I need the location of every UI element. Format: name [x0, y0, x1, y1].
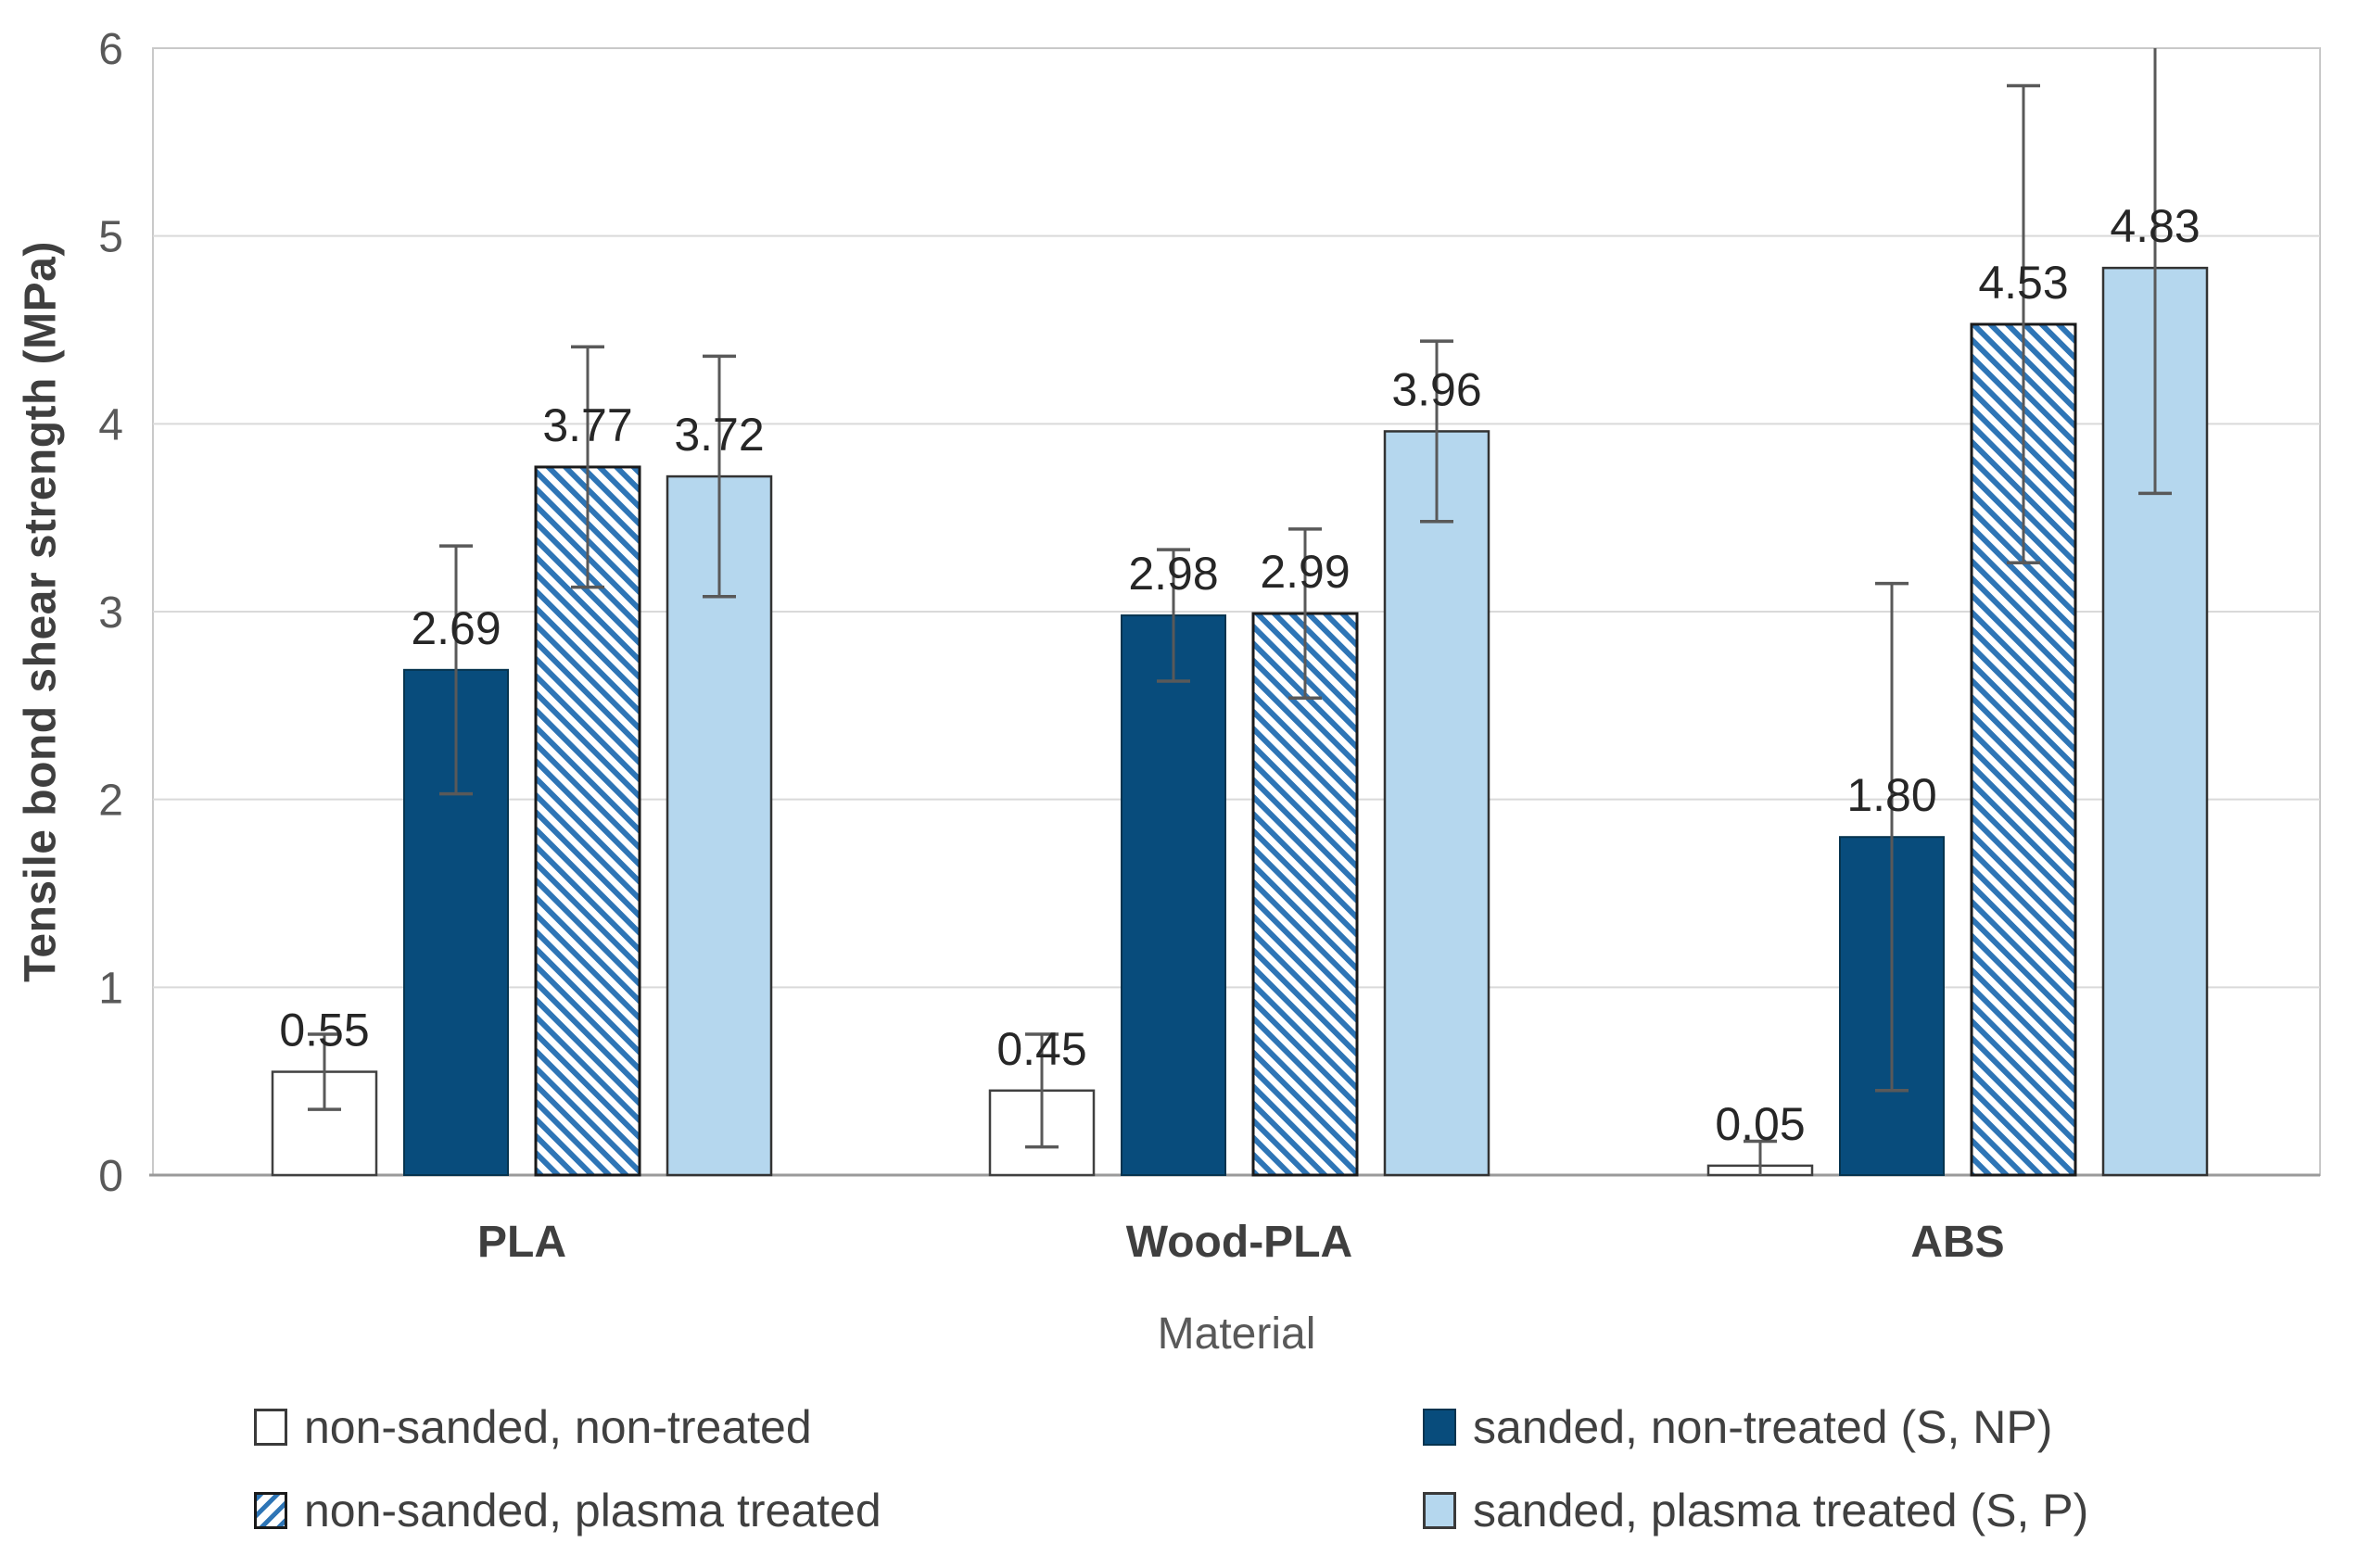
y-axis-title: Tensile bond shear strength (MPa) — [16, 241, 66, 982]
value-label-ABS-s3: 4.83 — [2110, 200, 2200, 252]
category-label-ABS: ABS — [1910, 1218, 2004, 1267]
bar-PLA-s2 — [534, 465, 641, 1177]
value-label-ABS-s0: 0.05 — [1715, 1098, 1805, 1150]
legend-item-non-sanded-non-treated: non-sanded, non-treated — [254, 1401, 812, 1453]
legend-swatch-navy — [1423, 1409, 1456, 1446]
category-label-PLA: PLA — [477, 1218, 566, 1267]
data-labels: 0.55 2.69 3.77 3.72 0.45 2.98 2.99 3.96 0.05 1.80… — [279, 200, 2200, 1150]
y-tick-label-2: 2 — [98, 777, 123, 826]
bar-Wood-PLA-s1 — [1121, 614, 1226, 1176]
y-tick-label-3: 3 — [98, 588, 123, 638]
error-bar-PLA-s0 — [308, 1032, 341, 1111]
error-bar-ABS-s1 — [1875, 581, 1909, 1093]
error-bar-Wood-PLA-s2 — [1288, 527, 1322, 700]
legend-swatch-light — [1423, 1492, 1456, 1529]
legend-label: non-sanded, plasma treated — [304, 1485, 881, 1536]
legend-item-sanded-non-treated: sanded, non-treated (S, NP) — [1423, 1401, 2052, 1453]
error-bar-PLA-s1 — [439, 544, 473, 796]
bar-Wood-PLA-s2 — [1251, 612, 1359, 1177]
error-bar-PLA-s2 — [571, 345, 604, 589]
value-label-PLA-s0: 0.55 — [279, 1005, 369, 1056]
error-bar-Wood-PLA-s0 — [1025, 1032, 1059, 1149]
error-bar-ABS-s2 — [2007, 83, 2040, 565]
error-bar-Wood-PLA-s1 — [1157, 548, 1190, 683]
y-tick-label-6: 6 — [98, 25, 123, 74]
value-label-ABS-s2: 4.53 — [1978, 257, 2068, 309]
value-label-PLA-s1: 2.69 — [411, 602, 501, 654]
bar-Wood-PLA-s3 — [1383, 430, 1490, 1177]
y-tick-label-4: 4 — [98, 400, 123, 449]
error-bar-ABS-s3 — [2138, 48, 2172, 496]
category-label-Wood-PLA: Wood-PLA — [1126, 1218, 1352, 1267]
value-label-PLA-s3: 3.72 — [674, 409, 764, 461]
legend-swatch-hatch — [254, 1492, 287, 1529]
value-label-Wood-PLA-s3: 3.96 — [1391, 363, 1481, 415]
y-tick-label-5: 5 — [98, 213, 123, 262]
x-axis-title: Material — [1157, 1309, 1316, 1359]
value-label-PLA-s2: 3.77 — [542, 399, 632, 451]
bars — [271, 266, 2209, 1177]
legend-label: sanded, plasma treated (S, P) — [1473, 1485, 2089, 1536]
axis-labels: PLA Wood-PLA ABS 0 1 2 3 4 5 6 — [98, 25, 2004, 1267]
y-tick-label-1: 1 — [98, 964, 123, 1013]
value-label-Wood-PLA-s0: 0.45 — [996, 1023, 1086, 1075]
legend-item-non-sanded-plasma-treated: non-sanded, plasma treated — [254, 1485, 881, 1536]
error-bars — [308, 48, 2172, 1175]
value-label-Wood-PLA-s2: 2.99 — [1260, 546, 1350, 598]
legend-label: non-sanded, non-treated — [304, 1401, 812, 1453]
gridlines — [149, 47, 2321, 1177]
value-label-ABS-s1: 1.80 — [1846, 769, 1936, 821]
error-bar-ABS-s0 — [1744, 1139, 1777, 1175]
legend-label: sanded, non-treated (S, NP) — [1473, 1401, 2053, 1453]
legend-item-sanded-plasma-treated: sanded, plasma treated (S, P) — [1423, 1485, 2088, 1536]
y-tick-label-0: 0 — [98, 1152, 123, 1201]
error-bar-PLA-s3 — [703, 354, 736, 599]
value-label-Wood-PLA-s1: 2.98 — [1128, 548, 1218, 600]
error-bar-Wood-PLA-s3 — [1420, 339, 1453, 524]
legend-swatch-white — [254, 1409, 287, 1446]
